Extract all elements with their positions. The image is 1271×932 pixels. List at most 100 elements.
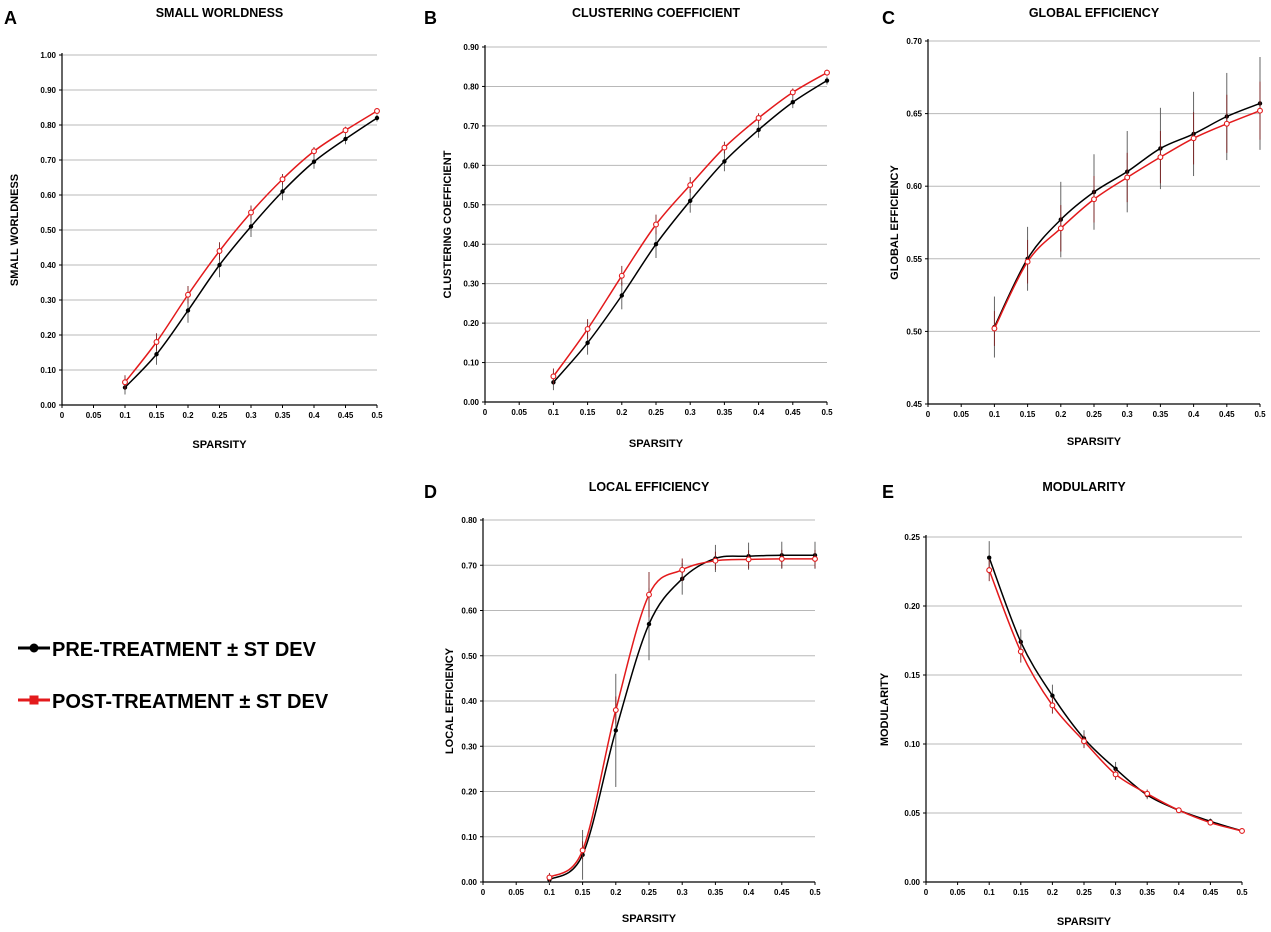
y-tick-label: 0.10 (904, 740, 920, 749)
series-post-treatment (546, 549, 818, 882)
x-tick-label: 0 (481, 888, 486, 897)
x-tick-label: 0.1 (989, 410, 1001, 419)
data-point (986, 567, 993, 574)
x-tick-label: 0.2 (1047, 888, 1059, 897)
data-point (1024, 258, 1031, 265)
series-post-treatment (991, 81, 1263, 346)
x-tick-label: 0.1 (544, 888, 556, 897)
data-point (824, 69, 830, 76)
legend: PRE-TREATMENT ± ST DEV POST-TREATMENT ± … (18, 639, 329, 713)
y-tick-label: 0.70 (463, 122, 479, 131)
data-point (778, 555, 785, 562)
x-tick-label: 0.2 (1055, 410, 1067, 419)
x-tick-label: 0.2 (616, 408, 628, 417)
series-line (552, 71, 828, 377)
chart-title: CLUSTERING COEFFICIENT (572, 6, 740, 20)
chart-panel-b: 0.000.100.200.300.400.500.600.700.800.90… (424, 6, 833, 450)
data-point (122, 379, 128, 386)
x-tick-label: 0.25 (212, 411, 228, 420)
y-tick-label: 0.65 (906, 110, 922, 119)
x-axis-label: SPARSITY (1067, 436, 1122, 448)
data-point (646, 591, 652, 598)
panel-letter: A (4, 8, 17, 28)
x-tick-label: 0.3 (1110, 888, 1122, 897)
y-tick-label: 0.05 (904, 809, 920, 818)
x-tick-label: 0.25 (641, 888, 657, 897)
series-post-treatment (122, 108, 380, 390)
data-point (343, 136, 348, 142)
y-tick-label: 0.60 (906, 182, 922, 191)
x-tick-label: 0.4 (308, 411, 320, 420)
data-point (679, 566, 686, 573)
y-tick-label: 1.00 (40, 51, 56, 60)
series-pre-treatment (992, 56, 1263, 358)
data-point (546, 874, 553, 881)
x-tick-label: 0.25 (648, 408, 664, 417)
data-point (745, 556, 752, 563)
y-tick-label: 0.00 (461, 878, 477, 887)
data-point (1190, 135, 1197, 142)
x-tick-label: 0.45 (338, 411, 354, 420)
x-tick-label: 0 (924, 888, 929, 897)
legend-post-marker (29, 695, 39, 705)
data-point (1175, 807, 1182, 814)
data-point (1239, 827, 1245, 834)
y-tick-label: 0.40 (40, 261, 56, 270)
data-point (374, 115, 380, 121)
data-point (1050, 693, 1055, 698)
data-point (374, 108, 380, 114)
series-post-treatment (986, 559, 1245, 834)
data-point (1049, 702, 1056, 709)
x-tick-label: 0.2 (182, 411, 194, 420)
data-point (789, 89, 796, 96)
x-tick-label: 0.35 (708, 888, 724, 897)
y-tick-label: 0.30 (461, 742, 477, 751)
panel-letter: E (882, 482, 894, 502)
x-tick-label: 0.4 (1173, 888, 1185, 897)
y-tick-label: 0.80 (40, 121, 56, 130)
x-tick-label: 0.5 (1254, 410, 1266, 419)
y-tick-label: 0.40 (463, 240, 479, 249)
y-tick-label: 0.00 (40, 401, 56, 410)
x-tick-label: 0.05 (950, 888, 966, 897)
y-tick-label: 0.30 (40, 296, 56, 305)
series-line (548, 554, 816, 881)
data-point (585, 340, 590, 346)
data-point (618, 272, 625, 279)
chart-panel-c: 0.45 0.50 0.55 0.60 0.65 0.70 0 0.05 0.1 0.15 0.2 0… (882, 6, 1266, 448)
data-point (1091, 196, 1097, 203)
x-tick-label: 0.1 (548, 408, 560, 417)
y-tick-label: 0.70 (461, 561, 477, 570)
x-tick-label: 0.25 (1076, 888, 1092, 897)
data-point (1081, 738, 1087, 745)
chart-panel-a: 0.000.100.200.300.400.500.600.700.800.90… (4, 6, 383, 451)
series-line (124, 117, 378, 389)
data-point (653, 242, 659, 247)
y-tick-label: 0.50 (461, 652, 477, 661)
data-point (248, 209, 254, 216)
data-point (1223, 120, 1230, 127)
y-tick-label: 0.80 (463, 82, 479, 91)
y-tick-label: 0.60 (40, 191, 56, 200)
data-point (248, 224, 254, 229)
y-tick-label: 0.20 (463, 319, 479, 328)
y-tick-label: 0.90 (463, 43, 479, 52)
y-axis-label: LOCAL EFFICIENCY (444, 647, 456, 754)
data-point (1207, 819, 1214, 826)
data-point (1112, 771, 1119, 778)
x-tick-label: 0.4 (1188, 410, 1200, 419)
x-tick-label: 0.4 (753, 408, 765, 417)
x-tick-label: 0.25 (1086, 410, 1102, 419)
data-point (687, 182, 694, 189)
data-point (280, 189, 285, 194)
data-point (613, 728, 618, 733)
data-point (688, 198, 693, 204)
data-point (154, 352, 159, 357)
data-point (712, 557, 719, 564)
x-tick-label: 0.15 (149, 411, 165, 420)
x-axis-label: SPARSITY (629, 438, 684, 450)
x-tick-label: 0.15 (1020, 410, 1036, 419)
legend-post: POST-TREATMENT ± ST DEV (18, 691, 329, 713)
series-line (548, 558, 816, 879)
